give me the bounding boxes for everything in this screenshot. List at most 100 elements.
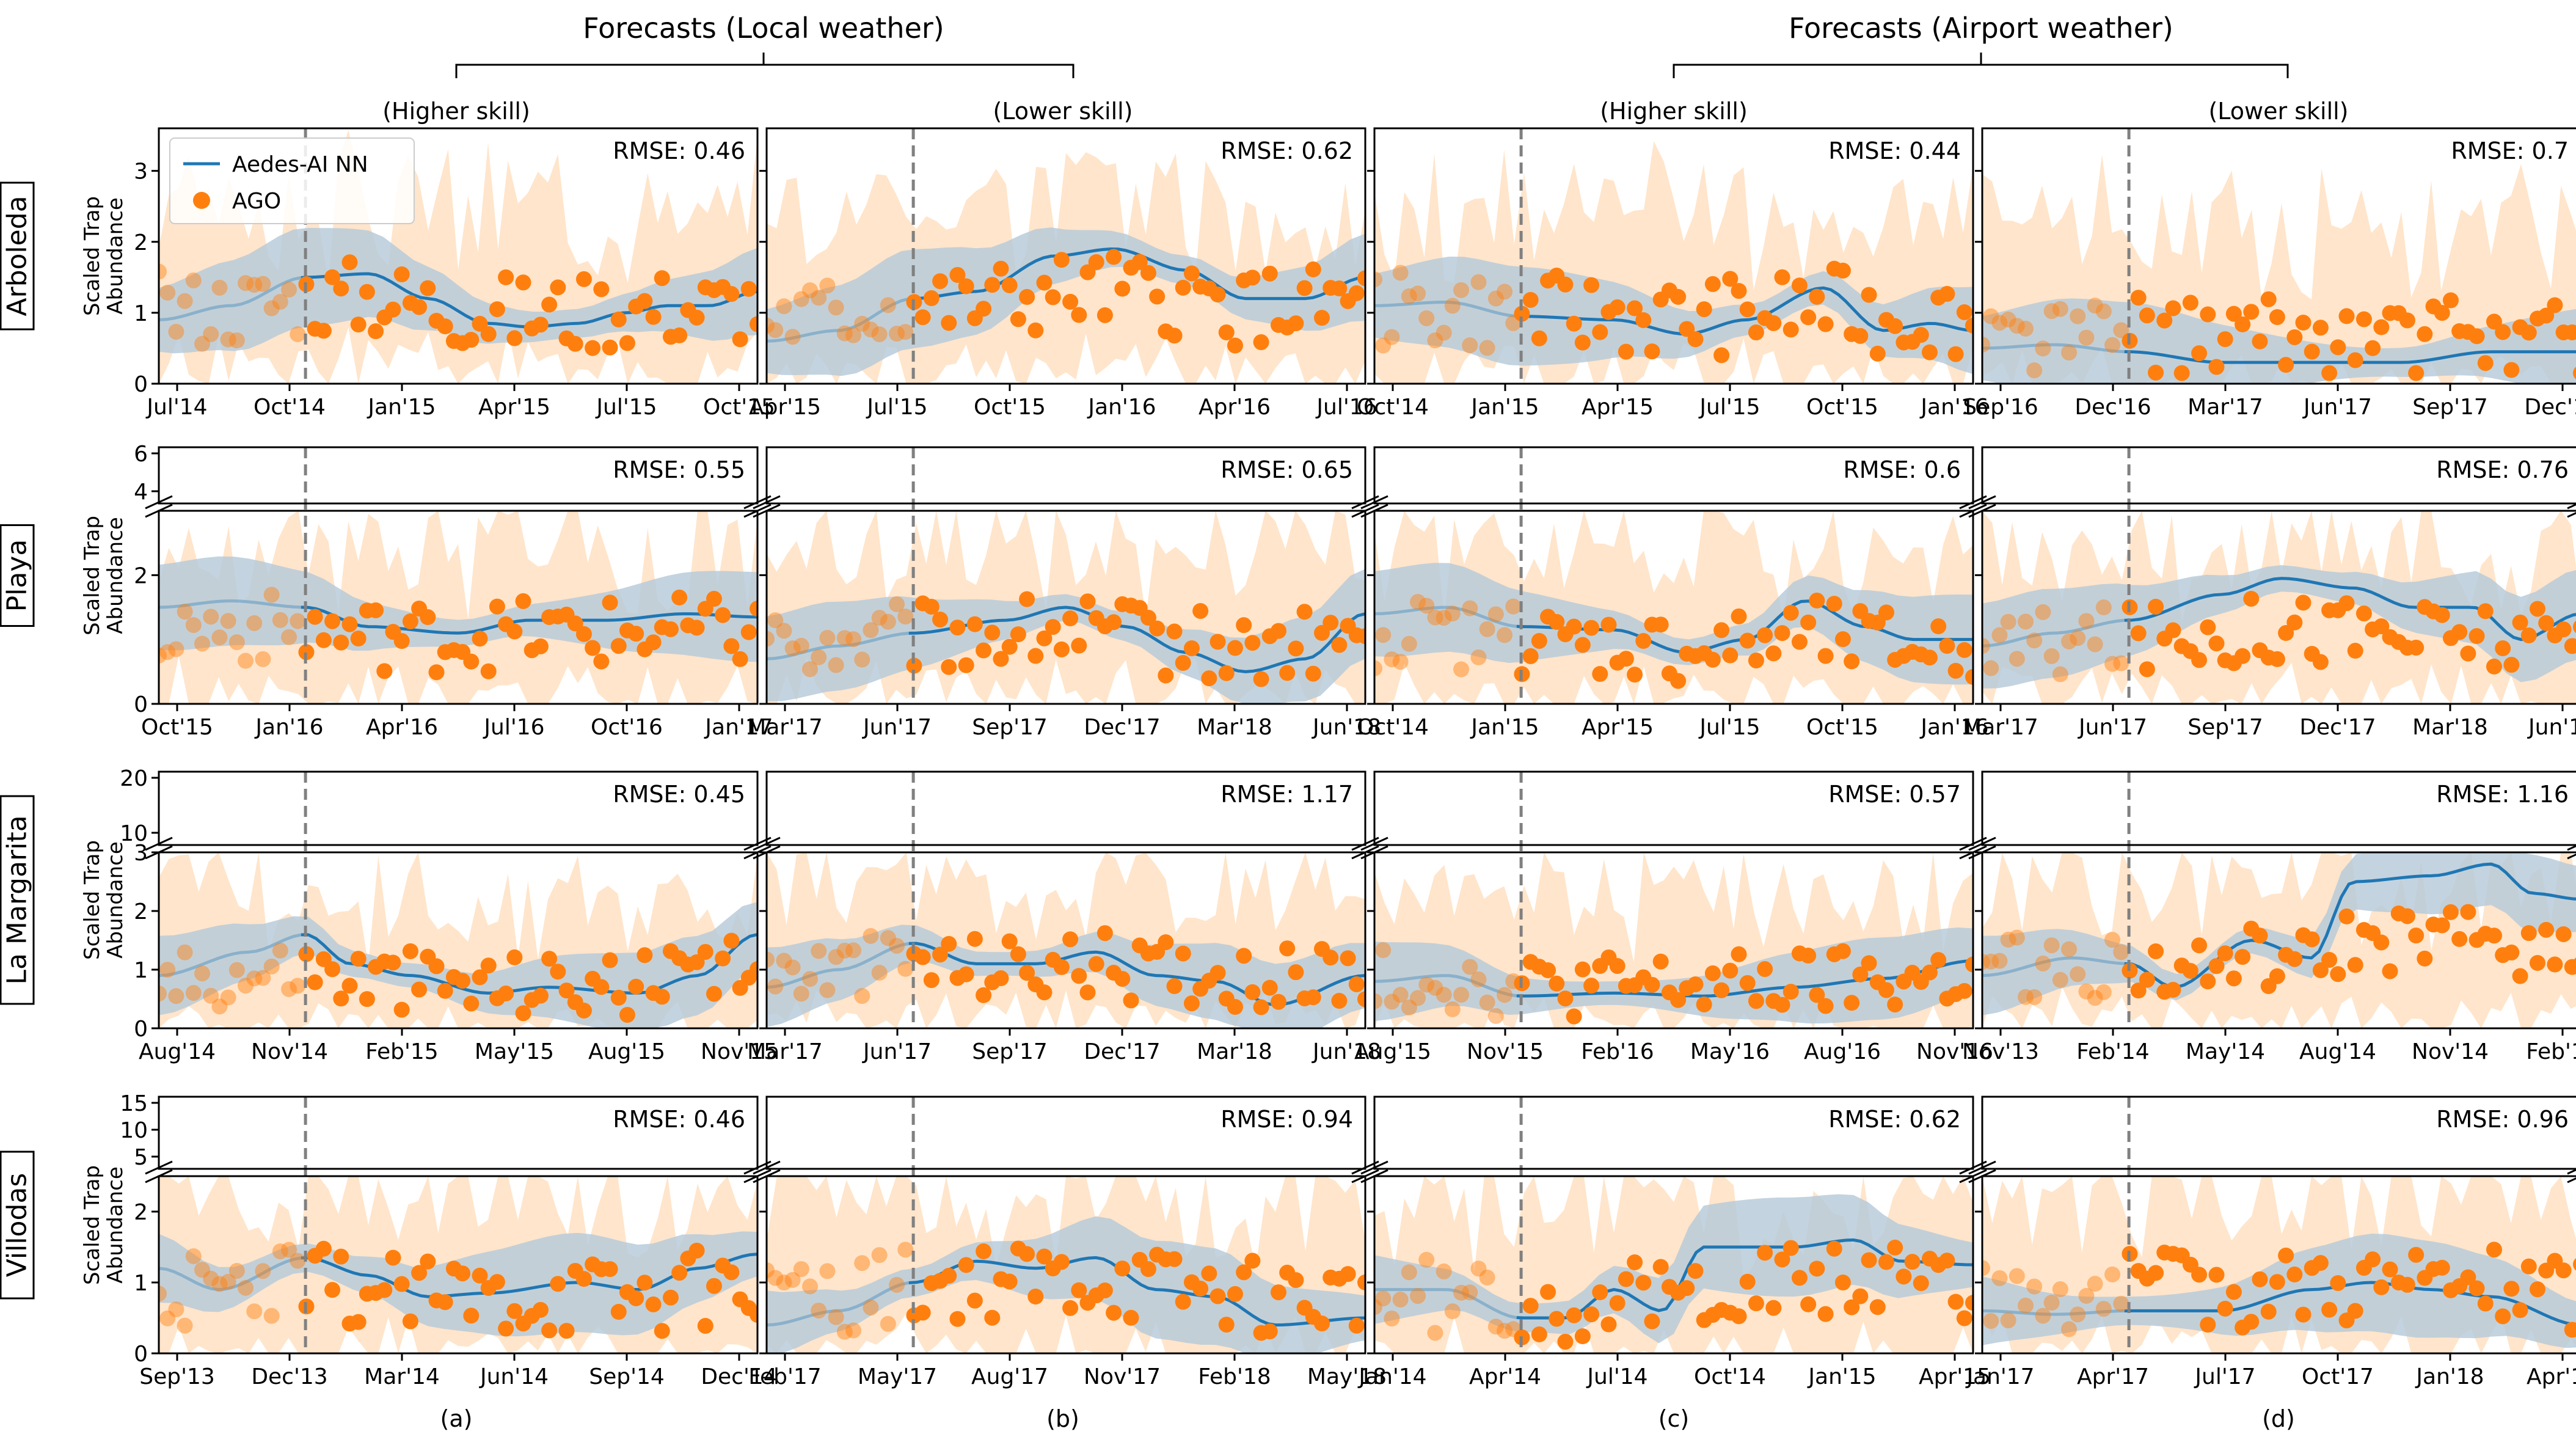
obs-point xyxy=(1635,1275,1652,1291)
obs-point xyxy=(1670,288,1687,305)
obs-point xyxy=(828,299,844,316)
obs-point xyxy=(506,1303,523,1319)
obs-point xyxy=(437,982,453,999)
obs-point xyxy=(1045,619,1061,635)
obs-point xyxy=(2009,651,2025,667)
obs-point xyxy=(437,318,453,335)
xtick-label: Oct'14 xyxy=(254,395,326,420)
obs-point xyxy=(2035,604,2051,620)
overlap-band xyxy=(1982,298,2576,384)
rmse-label: RMSE: 0.46 xyxy=(613,1106,745,1133)
obs-point xyxy=(532,638,549,654)
axes-frame xyxy=(1373,127,1974,385)
xtick-label: Jan'17 xyxy=(1965,1364,2034,1389)
obs-point xyxy=(811,290,827,306)
obs-point xyxy=(619,1006,635,1023)
obs-point xyxy=(1253,999,1269,1015)
obs-point xyxy=(793,637,809,654)
obs-point xyxy=(385,954,401,971)
legend-model-label: Aedes-AI NN xyxy=(232,152,368,177)
obs-point xyxy=(1175,279,1191,296)
obs-point xyxy=(2217,1300,2233,1317)
obs-point xyxy=(1514,305,1530,322)
obs-point xyxy=(1583,1306,1600,1323)
axes-frame-upper xyxy=(765,1096,1366,1170)
obs-point xyxy=(1279,665,1296,681)
obs-point xyxy=(2312,320,2329,336)
obs-point xyxy=(1704,965,1721,981)
panel-1-d: Mar'17 Jun'17 Sep'17 Dec'17 Mar'18 Jun'18 RMSE… xyxy=(1963,446,2576,740)
obs-point xyxy=(767,1262,775,1278)
obs-point xyxy=(281,1242,297,1258)
xtick-label: Feb'15 xyxy=(2526,1039,2576,1064)
obs-point xyxy=(941,1268,957,1284)
obs-point xyxy=(1774,625,1790,642)
obs-point xyxy=(1418,598,1435,614)
obs-point xyxy=(2330,966,2346,982)
obs-point xyxy=(1557,1333,1574,1350)
obs-point xyxy=(1644,343,1660,360)
obs-point xyxy=(949,1311,966,1327)
overlap-band xyxy=(1982,1234,2576,1348)
model-line-train xyxy=(159,933,302,978)
obs-point xyxy=(828,657,844,673)
obs-point xyxy=(1782,1240,1799,1256)
obs-point xyxy=(1010,311,1026,327)
obs-point xyxy=(1540,962,1556,978)
obs-point xyxy=(159,1310,176,1326)
obs-point xyxy=(498,1320,514,1337)
obs-point xyxy=(2235,316,2251,332)
obs-point xyxy=(2269,309,2285,326)
obs-point xyxy=(2078,613,2095,629)
obs-point xyxy=(1540,1284,1556,1300)
obs-point xyxy=(1834,943,1851,959)
obs-point xyxy=(1679,1280,1695,1297)
obs-point xyxy=(2355,311,2372,327)
obs-point xyxy=(2417,950,2433,967)
panel-0-d: Sep'16 Dec'16 Mar'17 Jun'17 Sep'17 Dec'17 RMSE… xyxy=(1963,127,2576,420)
obs-point xyxy=(2278,357,2294,373)
obs-point xyxy=(1687,331,1704,348)
obs-point xyxy=(1357,1274,1365,1290)
obs-point xyxy=(1462,1284,1478,1301)
model-line-forecast xyxy=(301,605,757,635)
xtick-label: Nov'16 xyxy=(1916,1039,1993,1064)
obs-point xyxy=(2165,300,2181,316)
obs-point xyxy=(341,254,358,271)
obs-point xyxy=(1357,270,1365,287)
obs-point xyxy=(750,316,757,332)
xtick-label: Nov'15 xyxy=(701,1039,778,1064)
obs-point xyxy=(272,293,288,310)
obs-point xyxy=(1904,1254,1921,1270)
obs-point xyxy=(819,982,836,998)
obs-point xyxy=(2095,984,2112,1000)
obs-point xyxy=(793,1261,809,1278)
obs-point xyxy=(949,620,966,636)
obs-point xyxy=(1887,997,1903,1013)
obs-point xyxy=(1123,992,1139,1009)
xtick-label: Dec'17 xyxy=(2299,715,2376,740)
obs-point xyxy=(159,962,176,978)
obs-point xyxy=(1375,627,1392,643)
obs-point xyxy=(1713,622,1730,638)
obs-point xyxy=(1201,670,1217,687)
obs-point xyxy=(255,1263,271,1279)
obs-point xyxy=(1652,953,1669,970)
obs-point xyxy=(2225,970,2242,987)
obs-point xyxy=(2529,954,2545,971)
obs-point xyxy=(324,269,341,285)
break-mark xyxy=(2567,844,2576,860)
obs-point xyxy=(1991,1270,2008,1286)
xtick-label: Jan'14 xyxy=(1357,1364,1426,1389)
obs-point xyxy=(1531,330,1547,346)
model-line-train xyxy=(1982,956,2125,978)
obs-point xyxy=(211,629,228,646)
obs-point xyxy=(2269,968,2285,984)
obs-point xyxy=(246,277,263,293)
obs-point xyxy=(2235,949,2251,965)
obs-point xyxy=(1140,265,1156,281)
obs-point xyxy=(2208,635,2225,652)
obs-point xyxy=(880,1315,896,1332)
obs-point xyxy=(1131,254,1148,270)
obs-point xyxy=(854,315,870,332)
